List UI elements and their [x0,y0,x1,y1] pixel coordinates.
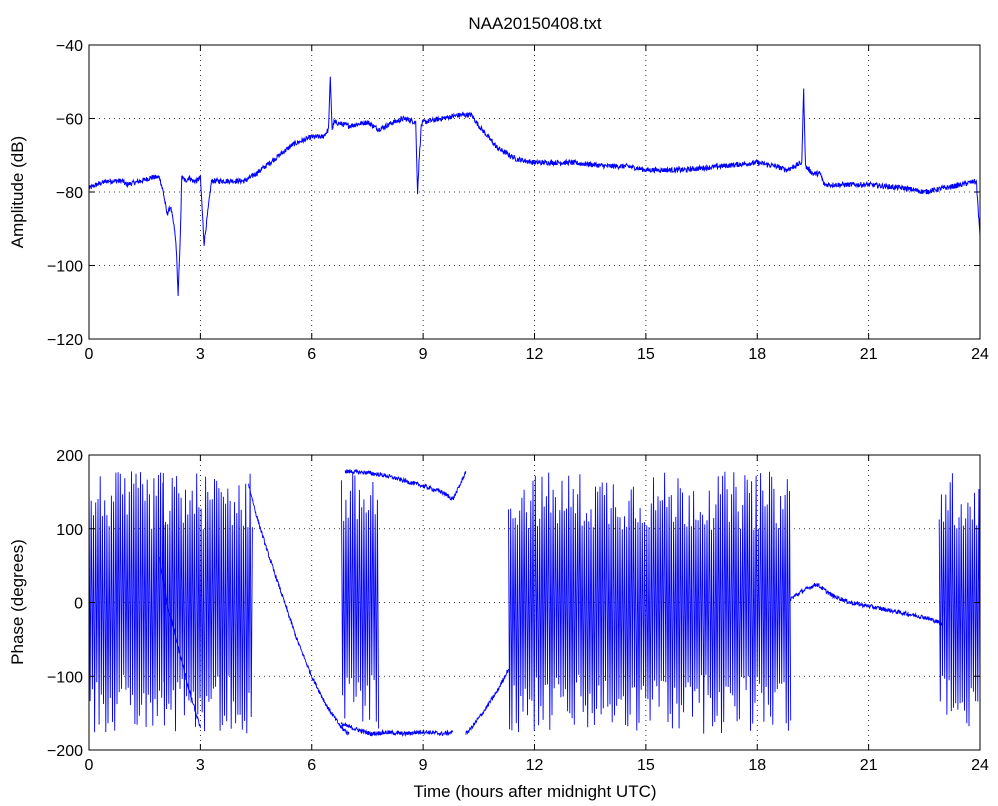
amplitude-x-tick-label-6: 18 [748,346,766,363]
amplitude-x-tick-label-4: 12 [526,346,544,363]
phase-x-tick-label-5: 15 [637,757,655,774]
phase-segment-3 [248,483,350,736]
amplitude-y-tick-label-3: −60 [56,112,83,129]
phase-segment-4 [340,472,380,729]
amplitude-x-tick-label-1: 3 [196,346,205,363]
phase-segment-8 [508,471,792,734]
phase-x-tick-label-2: 6 [307,757,316,774]
phase-segment-10 [938,473,981,727]
phase-segment-6 [344,468,467,501]
amplitude-x-tick-label-7: 21 [860,346,878,363]
amplitude-y-tick-label-1: −100 [47,259,83,276]
amplitude-ticks: 0 3 6 9 12 15 18 21 24 −120 −100 −80 −60 −40 [47,38,989,363]
phase-segment-9 [790,582,944,626]
amplitude-series-line [88,76,981,297]
amplitude-series-0 [88,76,981,297]
amplitude-y-tick-label-2: −80 [56,185,83,202]
phase-x-tick-label-7: 21 [860,757,878,774]
phase-x-tick-label-8: 24 [971,757,989,774]
phase-segment-2 [162,472,253,734]
phase-y-tick-label-2: 0 [74,596,83,613]
amplitude-y-axis-label: Amplitude (dB) [8,136,27,248]
amplitude-x-tick-label-5: 15 [637,346,655,363]
phase-segment-7 [465,668,509,735]
phase-x-axis-label: Time (hours after midnight UTC) [413,782,656,801]
phase-y-tick-label-0: −200 [47,743,83,760]
chart-title: NAA20150408.txt [468,14,602,33]
phase-y-tick-label-1: −100 [47,669,83,686]
amplitude-x-tick-label-3: 9 [419,346,428,363]
phase-series-line [88,468,981,737]
phase-segment-0 [88,471,166,733]
phase-ticks: 0 3 6 9 12 15 18 21 24 −200 −100 0 100 200 [47,448,989,774]
phase-x-tick-label-3: 9 [419,757,428,774]
amplitude-panel: NAA20150408.txt 0 3 6 9 12 15 18 21 24 −120 −100 −8… [8,14,989,363]
phase-y-tick-label-4: 200 [56,448,83,465]
amplitude-grid [89,45,980,339]
phase-y-tick-label-3: 100 [56,522,83,539]
amplitude-x-tick-label-0: 0 [85,346,94,363]
amplitude-x-tick-label-8: 24 [971,346,989,363]
phase-segment-5 [340,721,454,737]
phase-panel: 0 3 6 9 12 15 18 21 24 −200 −100 0 100 200 Phase (deg… [8,448,989,801]
amplitude-x-tick-label-2: 6 [307,346,316,363]
phase-x-tick-label-0: 0 [85,757,94,774]
phase-x-tick-label-4: 12 [526,757,544,774]
amplitude-y-tick-label-4: −40 [56,38,83,55]
phase-y-axis-label: Phase (degrees) [8,539,27,665]
phase-x-tick-label-1: 3 [196,757,205,774]
amplitude-y-tick-label-0: −120 [47,332,83,349]
phase-x-tick-label-6: 18 [748,757,766,774]
